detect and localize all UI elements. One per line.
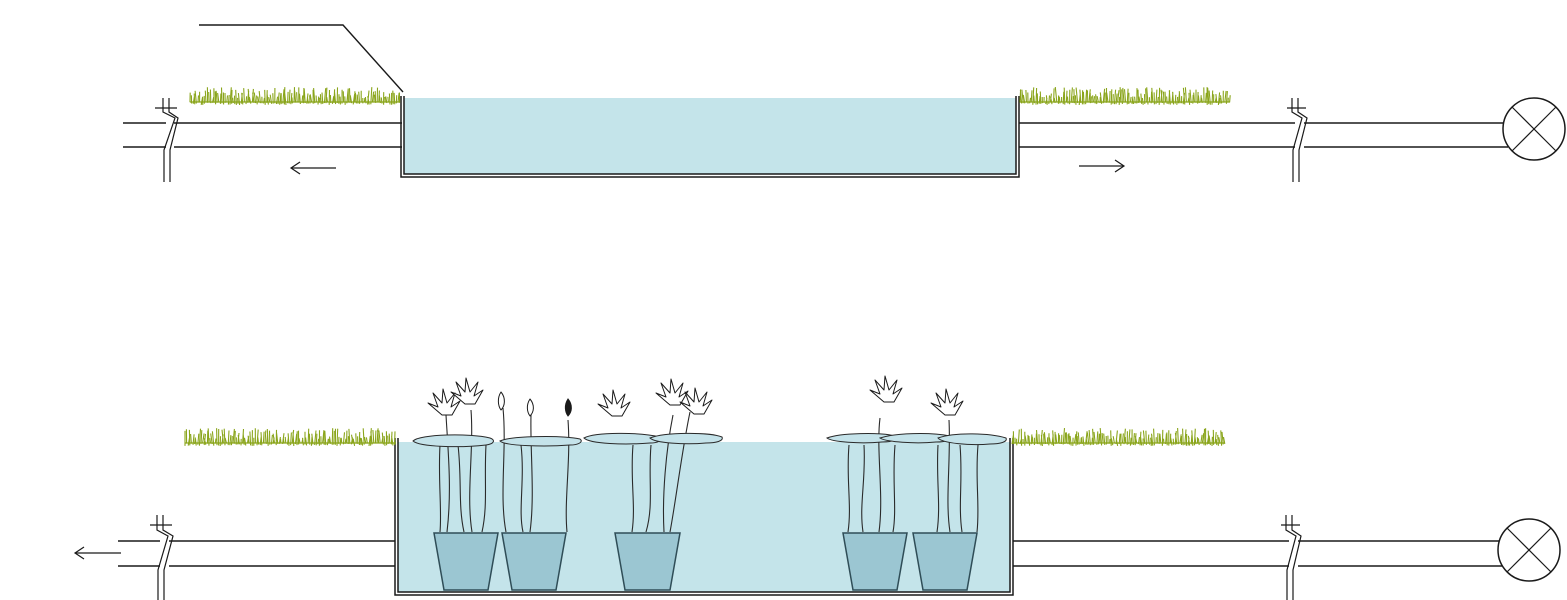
grass-right-top bbox=[1019, 86, 1231, 106]
water-lily-icon bbox=[597, 389, 631, 417]
grass-blades bbox=[184, 428, 396, 447]
water-lily-icon bbox=[679, 387, 713, 415]
pool-water bbox=[404, 98, 1016, 174]
break-line-icon bbox=[1281, 515, 1302, 600]
water-lily-icon bbox=[655, 378, 689, 406]
grass-blades bbox=[1011, 427, 1226, 447]
break-line-icon bbox=[150, 515, 174, 600]
grass-blades bbox=[1019, 86, 1231, 106]
planting-pot-icon bbox=[842, 532, 908, 591]
grass-right-bottom bbox=[1011, 427, 1226, 447]
planting-pot-icon bbox=[433, 532, 499, 591]
pool-bottom bbox=[394, 438, 1014, 596]
pool-water bbox=[398, 442, 1010, 592]
water-lily-icon bbox=[427, 388, 461, 416]
left-pipe-top bbox=[123, 122, 402, 148]
top-section bbox=[123, 24, 1566, 182]
right-pipe-top bbox=[1019, 122, 1508, 148]
pool-top bbox=[400, 96, 1020, 178]
planting-pot-icon bbox=[912, 532, 978, 591]
planting-pot-icon bbox=[501, 532, 567, 591]
grass-blades bbox=[189, 87, 401, 106]
annotation-leader-line bbox=[199, 24, 404, 93]
water-lily-icon bbox=[869, 375, 903, 403]
lily-bud-icon bbox=[497, 391, 505, 411]
right-pipe-bottom bbox=[1013, 540, 1502, 567]
bottom-section bbox=[73, 375, 1561, 600]
valve-icon bbox=[1497, 518, 1561, 582]
flow-arrow-icon bbox=[1079, 159, 1126, 173]
water-lily-icon bbox=[450, 377, 484, 405]
left-pipe-bottom bbox=[118, 540, 395, 567]
valve-icon bbox=[1502, 97, 1566, 161]
planting-pots bbox=[433, 532, 978, 591]
water-lily-icon bbox=[930, 388, 964, 416]
lily-stems bbox=[438, 407, 979, 533]
grass-left-bottom bbox=[184, 428, 396, 447]
break-line-icon bbox=[155, 98, 179, 182]
flow-arrow-icon bbox=[289, 161, 336, 175]
lily-bud-icon bbox=[526, 398, 534, 417]
break-line-icon bbox=[1287, 98, 1308, 182]
planting-pot-icon bbox=[614, 532, 681, 591]
grass-left-top bbox=[189, 87, 401, 106]
lily-bud-icon bbox=[564, 398, 572, 417]
lily-pads bbox=[412, 432, 1007, 448]
flow-arrow-icon bbox=[73, 546, 121, 560]
